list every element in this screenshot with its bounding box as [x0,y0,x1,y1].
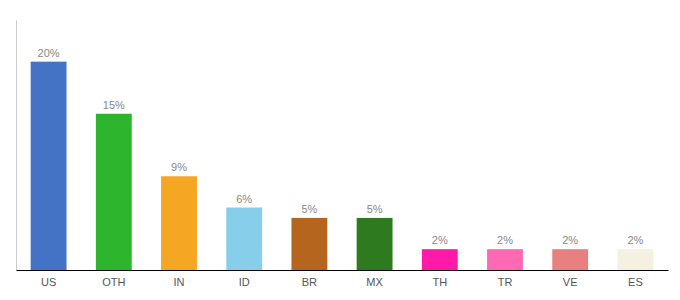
x-tick-label: TR [498,276,513,288]
x-tick: OTH [102,276,125,288]
data-label: 20% [38,47,60,59]
bars [31,62,654,270]
x-tick-label: BR [302,276,317,288]
x-tick: ES [628,276,643,288]
x-tick-label: ID [239,276,250,288]
x-tick: US [41,276,56,288]
x-tick-label: IN [174,276,185,288]
data-label: 6% [236,193,252,205]
x-tick-label: ES [628,276,643,288]
bar [291,218,327,270]
x-tick: IN [174,276,185,288]
bar [487,249,523,270]
x-tick: ID [239,276,250,288]
bar [552,249,588,270]
x-tick-label: OTH [102,276,125,288]
data-labels: 20% 15% 9% 6% 5% 5% 2% 2% 2% 2% [38,47,644,247]
x-tick-label: MX [366,276,383,288]
bar [226,208,262,271]
y-axis [16,21,17,271]
data-label: 2% [627,234,643,246]
data-label: 5% [367,203,383,215]
y-axis-line [16,21,17,271]
bar [161,176,197,270]
x-tick: MX [366,276,383,288]
data-label: 15% [103,99,125,111]
bar [617,249,653,270]
data-label: 9% [171,161,187,173]
x-tick: BR [302,276,317,288]
data-label: 2% [497,234,513,246]
x-axis-line [17,270,669,271]
x-tick: VE [563,276,578,288]
x-tick-label: TH [432,276,447,288]
data-label: 2% [432,234,448,246]
data-label: 2% [562,234,578,246]
x-tick-label: US [41,276,56,288]
data-label: 5% [301,203,317,215]
x-tick: TH [432,276,447,288]
chart: USOTHINIDBRMXTHTRVEES20%15%9%6%5%5%2%2%2… [0,0,680,300]
x-axis: US OTH IN ID BR MX TH TR VE ES [17,271,669,288]
bar [31,62,67,270]
x-tick-label: VE [563,276,578,288]
plot: USOTHINIDBRMXTHTRVEES20%15%9%6%5%5%2%2%2… [17,21,669,288]
bar [422,249,458,270]
bar [357,218,393,270]
x-tick: TR [498,276,513,288]
bar [96,114,132,270]
